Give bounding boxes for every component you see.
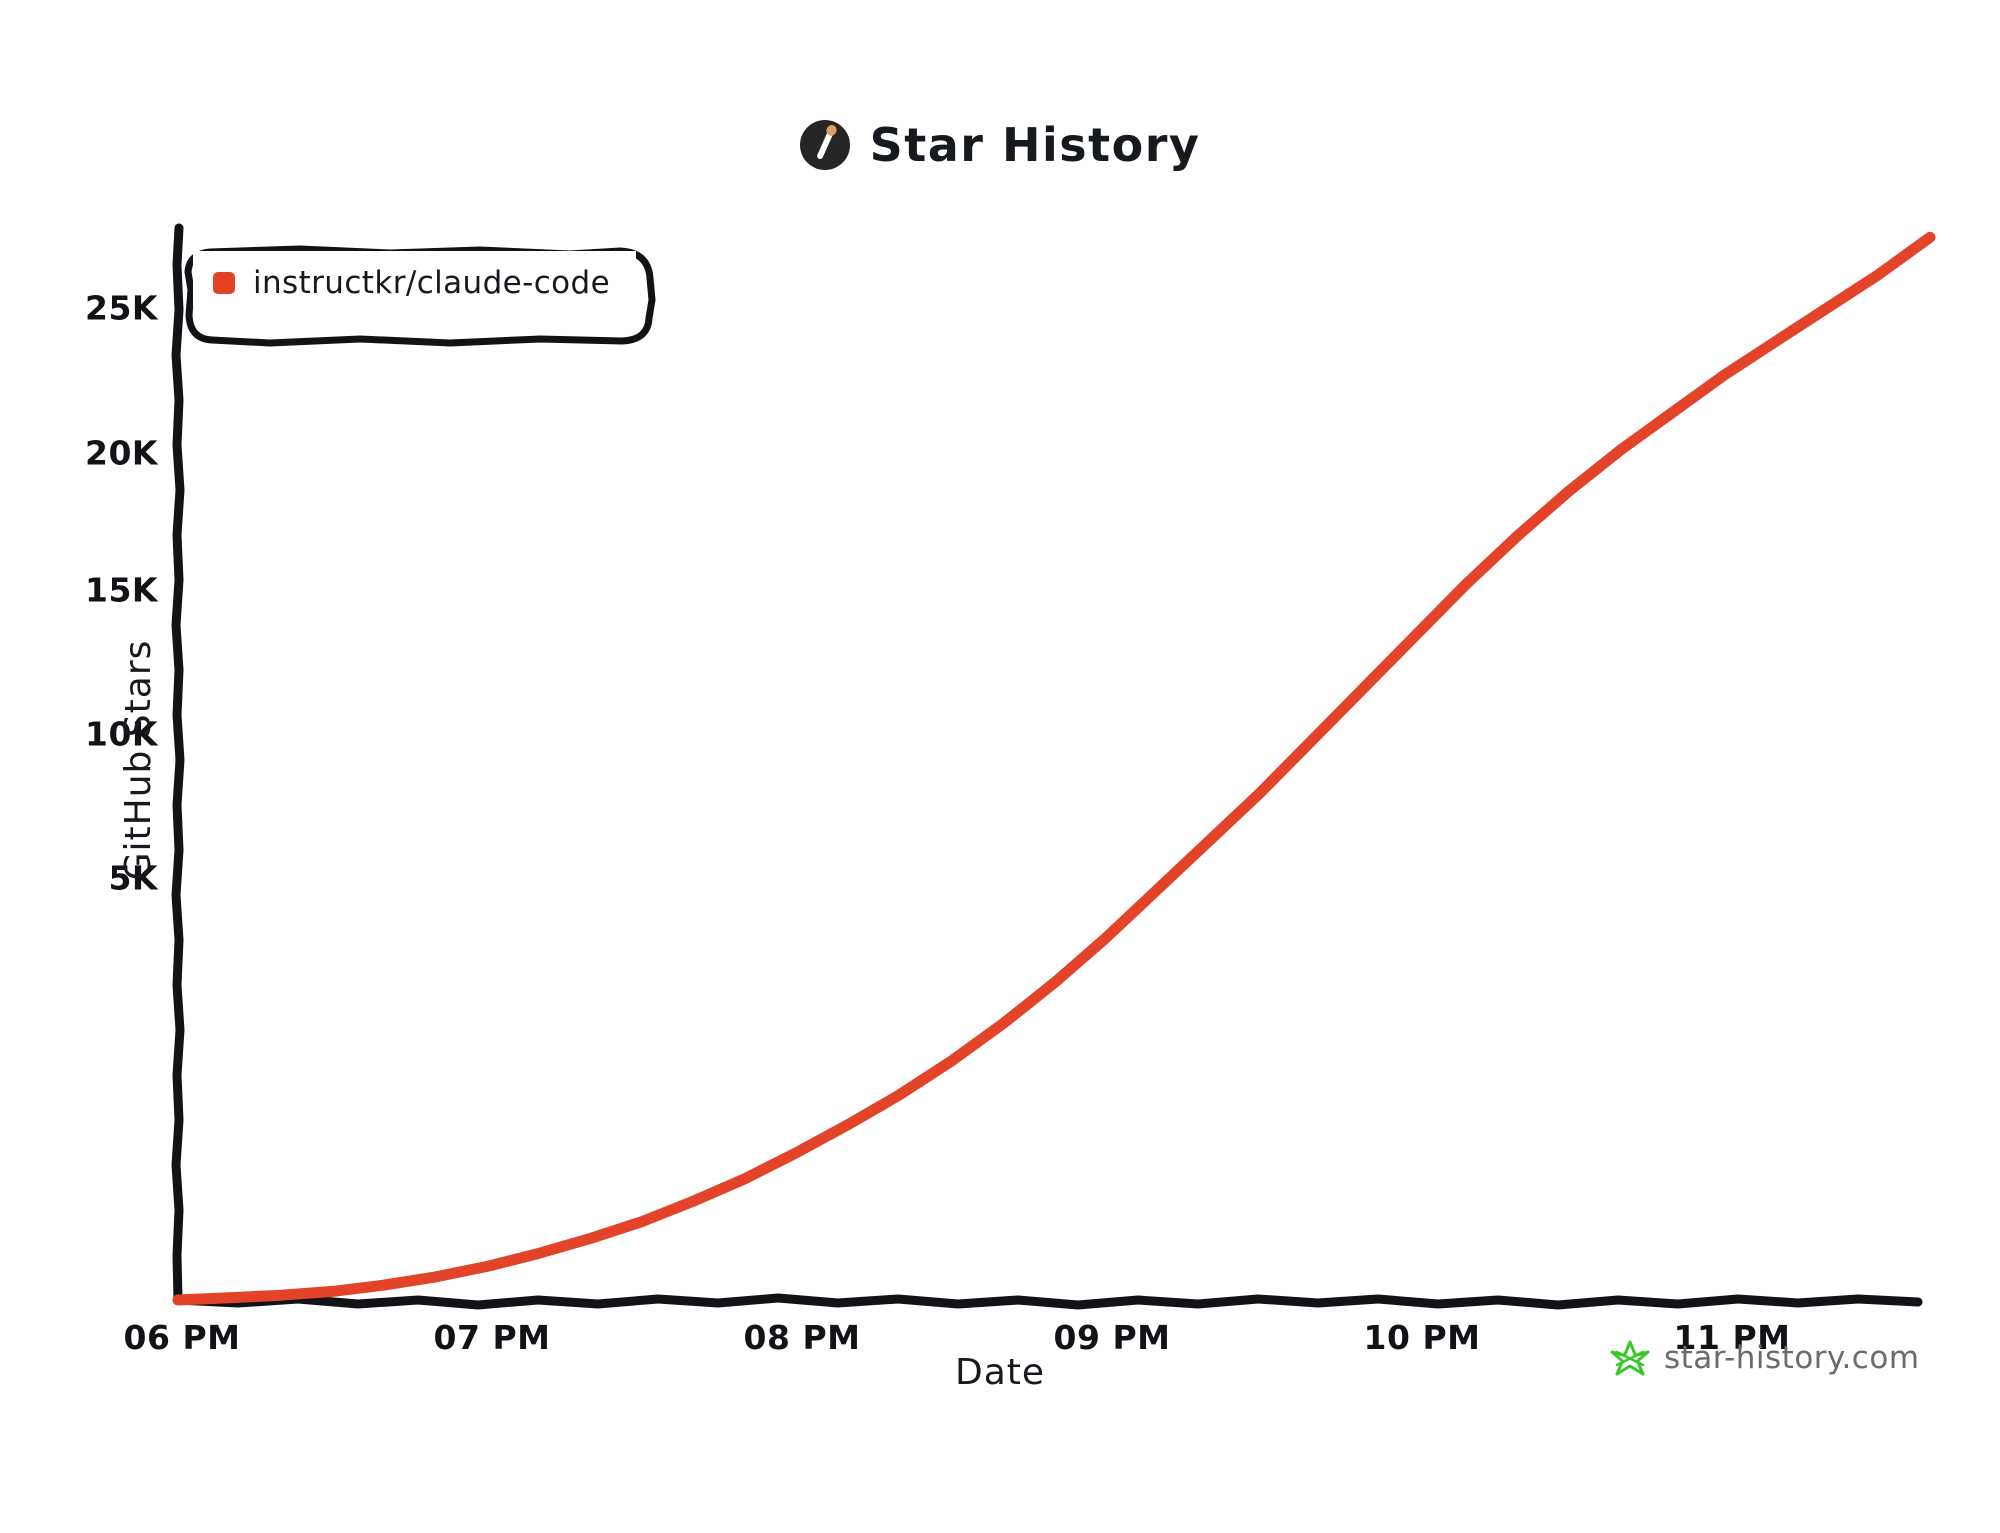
x-tick-label-09pm: 09 PM	[1053, 1318, 1171, 1357]
x-tick-label-07pm: 07 PM	[433, 1318, 551, 1357]
x-tick-label-06pm: 06 PM	[123, 1318, 241, 1357]
y-axis-line	[171, 223, 185, 1305]
watermark[interactable]: star-history.com	[1610, 1338, 1920, 1378]
y-axis-title: GitHub Stars	[117, 639, 159, 881]
x-tick-label-10pm: 10 PM	[1363, 1318, 1481, 1357]
legend-label-instructkr-claude-code: instructkr/claude-code	[253, 265, 611, 301]
x-tick-label-11pm: 11 PM	[1673, 1318, 1791, 1357]
watermark-label: star-history.com	[1664, 1340, 1920, 1376]
legend-swatch-instructkr-claude-code	[213, 272, 235, 294]
x-axis-title: Date	[954, 1352, 1046, 1393]
legend[interactable]: instructkr/claude-code	[193, 251, 637, 315]
star-icon	[1610, 1340, 1650, 1376]
x-axis-line	[173, 1293, 1923, 1310]
series-line-instructkr-claude-code	[172, 231, 1936, 1306]
x-tick-label-08pm: 08 PM	[743, 1318, 861, 1357]
